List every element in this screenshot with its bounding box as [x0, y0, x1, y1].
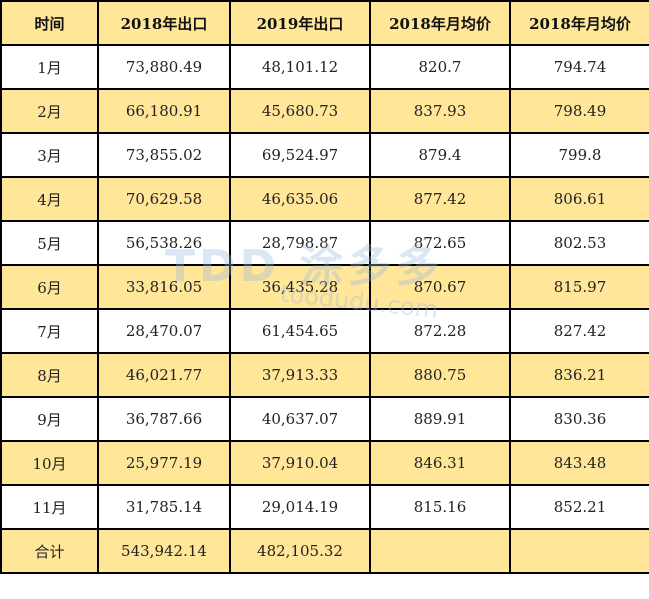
table-row: 6月 33,816.05 36,435.28 870.67 815.97 — [0, 264, 649, 310]
export-table: 时间 2018年出口 2019年出口 2018年月均价 2018年月均价 1月 7… — [0, 0, 649, 574]
table-cell: 70,629.58 — [97, 176, 231, 222]
table-cell: 10月 — [0, 440, 99, 486]
table-row: 10月 25,977.19 37,910.04 846.31 843.48 — [0, 440, 649, 486]
header-row: 时间 2018年出口 2019年出口 2018年月均价 2018年月均价 — [0, 0, 649, 46]
table-cell: 815.97 — [509, 264, 649, 310]
table-row: 1月 73,880.49 48,101.12 820.7 794.74 — [0, 44, 649, 90]
table-cell: 830.36 — [509, 396, 649, 442]
table-row: 11月 31,785.14 29,014.19 815.16 852.21 — [0, 484, 649, 530]
table-cell: 836.21 — [509, 352, 649, 398]
header-cell: 2018年出口 — [97, 0, 231, 46]
table-row: 5月 56,538.26 28,798.87 872.65 802.53 — [0, 220, 649, 266]
table-row: 2月 66,180.91 45,680.73 837.93 798.49 — [0, 88, 649, 134]
table-cell: 36,787.66 — [97, 396, 231, 442]
table-cell: 1月 — [0, 44, 99, 90]
table-cell: 11月 — [0, 484, 99, 530]
table-cell: 28,798.87 — [229, 220, 371, 266]
table-cell: 73,855.02 — [97, 132, 231, 178]
header-cell: 2019年出口 — [229, 0, 371, 46]
table-cell: 798.49 — [509, 88, 649, 134]
table-cell: 56,538.26 — [97, 220, 231, 266]
table-cell: 806.61 — [509, 176, 649, 222]
table-cell: 9月 — [0, 396, 99, 442]
header-cell: 时间 — [0, 0, 99, 46]
table-cell: 889.91 — [369, 396, 511, 442]
table-cell: 合计 — [0, 528, 99, 574]
table-cell: 837.93 — [369, 88, 511, 134]
table-cell — [369, 528, 511, 574]
table-row: 9月 36,787.66 40,637.07 889.91 830.36 — [0, 396, 649, 442]
table-cell: 2月 — [0, 88, 99, 134]
table-row: 3月 73,855.02 69,524.97 879.4 799.8 — [0, 132, 649, 178]
table-cell: 872.28 — [369, 308, 511, 354]
table-cell: 870.67 — [369, 264, 511, 310]
table-cell: 6月 — [0, 264, 99, 310]
table-cell: 815.16 — [369, 484, 511, 530]
table-cell: 37,913.33 — [229, 352, 371, 398]
table-cell: 40,637.07 — [229, 396, 371, 442]
table-cell: 31,785.14 — [97, 484, 231, 530]
table-cell: 799.8 — [509, 132, 649, 178]
table-cell: 482,105.32 — [229, 528, 371, 574]
table-cell: 872.65 — [369, 220, 511, 266]
table-cell: 879.4 — [369, 132, 511, 178]
table-cell: 7月 — [0, 308, 99, 354]
table-cell: 25,977.19 — [97, 440, 231, 486]
table-cell: 28,470.07 — [97, 308, 231, 354]
table-cell: 5月 — [0, 220, 99, 266]
table-cell: 29,014.19 — [229, 484, 371, 530]
table-cell — [509, 528, 649, 574]
table-cell: 48,101.12 — [229, 44, 371, 90]
table-cell: 46,635.06 — [229, 176, 371, 222]
table-cell: 4月 — [0, 176, 99, 222]
table-cell: 8月 — [0, 352, 99, 398]
table-cell: 802.53 — [509, 220, 649, 266]
table-row: 4月 70,629.58 46,635.06 877.42 806.61 — [0, 176, 649, 222]
total-row: 合计 543,942.14 482,105.32 — [0, 528, 649, 574]
header-cell: 2018年月均价 — [369, 0, 511, 46]
table-cell: 794.74 — [509, 44, 649, 90]
table-cell: 46,021.77 — [97, 352, 231, 398]
table-cell: 3月 — [0, 132, 99, 178]
table-row: 7月 28,470.07 61,454.65 872.28 827.42 — [0, 308, 649, 354]
table-cell: 37,910.04 — [229, 440, 371, 486]
table-cell: 45,680.73 — [229, 88, 371, 134]
header-cell: 2018年月均价 — [509, 0, 649, 46]
table-cell: 61,454.65 — [229, 308, 371, 354]
table-cell: 846.31 — [369, 440, 511, 486]
table-cell: 843.48 — [509, 440, 649, 486]
table-cell: 73,880.49 — [97, 44, 231, 90]
table-cell: 880.75 — [369, 352, 511, 398]
table-cell: 66,180.91 — [97, 88, 231, 134]
table-row: 8月 46,021.77 37,913.33 880.75 836.21 — [0, 352, 649, 398]
table-cell: 820.7 — [369, 44, 511, 90]
table-cell: 877.42 — [369, 176, 511, 222]
table-cell: 33,816.05 — [97, 264, 231, 310]
table-cell: 852.21 — [509, 484, 649, 530]
table-cell: 36,435.28 — [229, 264, 371, 310]
table-cell: 69,524.97 — [229, 132, 371, 178]
table-cell: 827.42 — [509, 308, 649, 354]
table-cell: 543,942.14 — [97, 528, 231, 574]
